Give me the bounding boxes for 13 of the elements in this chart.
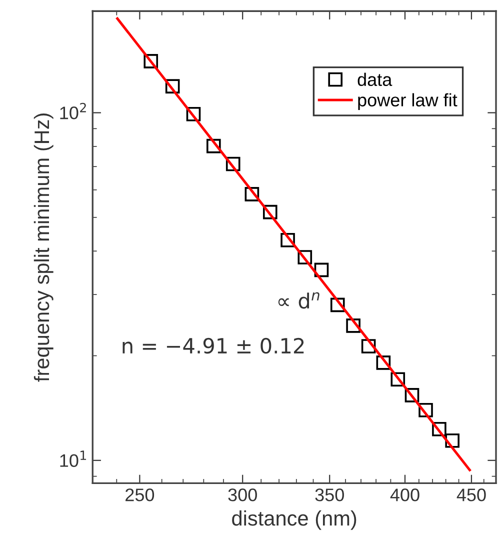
y-tick-label: 10$^{1}$ — [60, 450, 86, 467]
x-tick-label: 450 — [456, 488, 486, 502]
y-axis-title: frequency split minimum (Hz) — [34, 114, 54, 382]
annotation: n = −4.91 ± 0.12 — [122, 338, 304, 354]
legend-label: data — [358, 72, 392, 86]
legend-label: power law fit — [358, 93, 458, 110]
x-tick-label: 300 — [228, 488, 257, 502]
x-tick-label: 350 — [315, 488, 344, 502]
y-tick-label: 10$^{2}$ — [60, 102, 86, 120]
x-axis-title: distance (nm) — [232, 510, 356, 530]
annotation: ∝ d$^{n}$ — [278, 292, 320, 309]
x-tick-label: 400 — [390, 488, 420, 502]
x-tick-label: 250 — [126, 488, 154, 502]
